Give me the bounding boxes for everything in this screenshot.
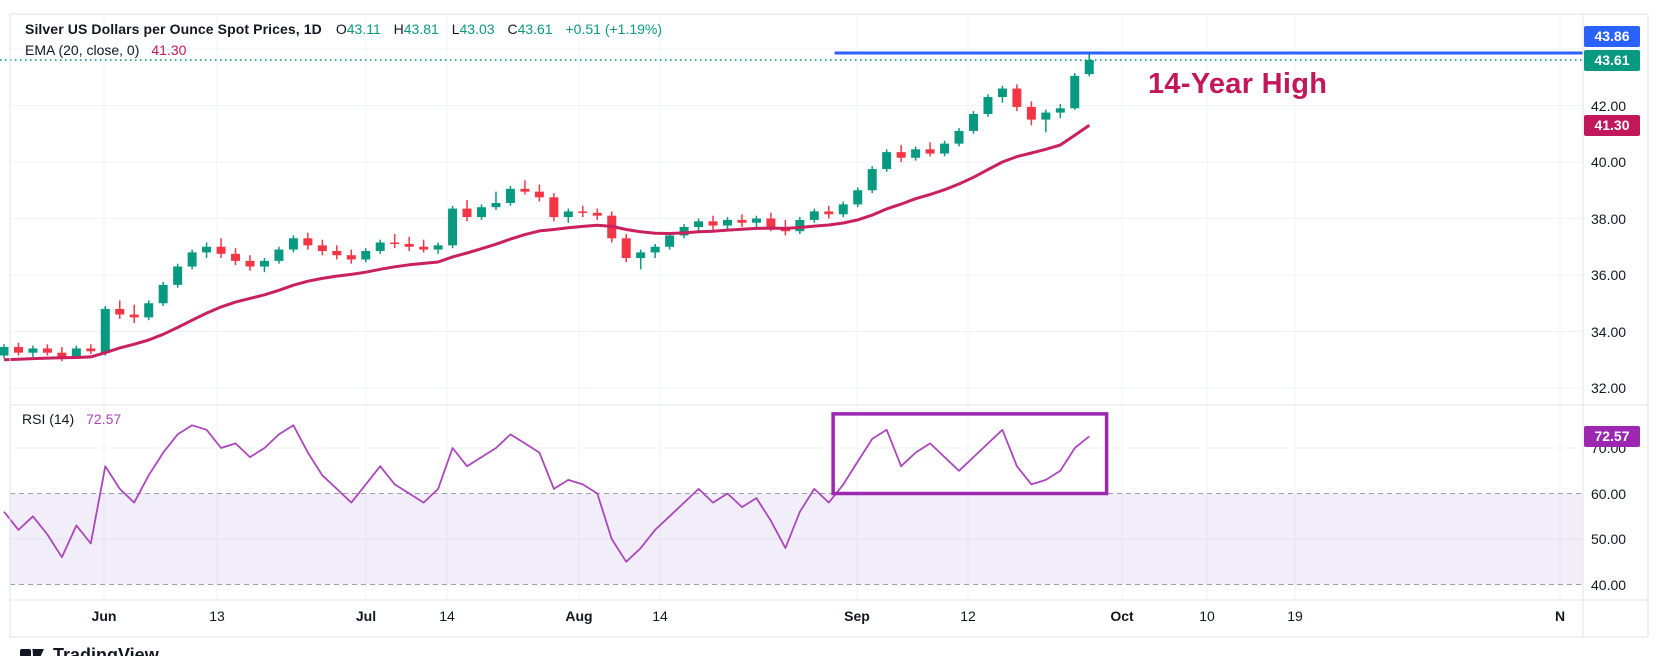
last-price-badge: 43.61 bbox=[1584, 49, 1640, 71]
symbol-title[interactable]: Silver US Dollars per Ounce Spot Prices,… bbox=[25, 21, 322, 37]
time-tick-label: Sep bbox=[844, 608, 870, 624]
time-tick-label: 12 bbox=[960, 608, 976, 624]
symbol-header-row[interactable]: Silver US Dollars per Ounce Spot Prices,… bbox=[25, 21, 662, 37]
price-tick-label: 36.00 bbox=[1591, 267, 1627, 283]
annotation-text[interactable]: 14-Year High bbox=[1148, 68, 1328, 100]
ema-indicator-name[interactable]: EMA (20, close, 0) bbox=[25, 42, 140, 58]
rsi-tick-label: 60.00 bbox=[1591, 485, 1627, 502]
low-value: 43.03 bbox=[459, 21, 495, 37]
rsi-tick-label: 50.00 bbox=[1591, 531, 1627, 547]
time-tick-label: 13 bbox=[209, 608, 225, 624]
ema-legend-row[interactable]: EMA (20, close, 0) 41.30 bbox=[25, 42, 186, 58]
time-tick-label: 14 bbox=[439, 608, 455, 624]
tradingview-logo-icon bbox=[20, 648, 44, 656]
ema-indicator-value: 41.30 bbox=[151, 42, 187, 58]
low-label: L bbox=[451, 21, 460, 37]
price-tick-label: 32.00 bbox=[1591, 380, 1627, 396]
price-tick-label: 38.00 bbox=[1591, 210, 1627, 227]
time-tick-label: 10 bbox=[1199, 608, 1215, 624]
high-value: 43.81 bbox=[403, 21, 439, 37]
time-tick-label: 14 bbox=[652, 608, 668, 624]
price-line-badge: 43.86 bbox=[1584, 26, 1640, 48]
close-label: C bbox=[507, 21, 518, 37]
time-tick-label: Oct bbox=[1110, 608, 1134, 624]
time-tick-label: Jul bbox=[355, 608, 377, 624]
time-tick-label: 19 bbox=[1287, 608, 1303, 624]
open-value: 43.11 bbox=[346, 21, 381, 37]
time-tick-label: Jun bbox=[91, 608, 117, 624]
close-value: 43.61 bbox=[517, 21, 553, 37]
tradingview-logo-text: TradingView bbox=[53, 645, 159, 656]
time-tick-label: Aug bbox=[565, 608, 593, 624]
high-label: H bbox=[393, 21, 404, 37]
tradingview-attribution[interactable]: TradingView bbox=[20, 645, 159, 656]
rsi-value-badge: 72.57 bbox=[1584, 425, 1640, 447]
rsi-indicator-name[interactable]: RSI (14) bbox=[22, 411, 75, 427]
time-tick-label: N bbox=[1554, 608, 1566, 624]
ema-value-badge: 41.30 bbox=[1584, 114, 1640, 136]
rsi-indicator-value: 72.57 bbox=[86, 411, 122, 427]
open-label: O bbox=[335, 21, 347, 37]
change-value: +0.51 (+1.19%) bbox=[565, 21, 663, 37]
rsi-legend-row[interactable]: RSI (14) 72.57 bbox=[22, 411, 121, 427]
price-tick-label: 34.00 bbox=[1591, 323, 1627, 340]
price-tick-label: 40.00 bbox=[1591, 154, 1627, 170]
ohlc-readout: O43.11 H43.81 L43.03 C43.61 +0.51 (+1.19… bbox=[336, 21, 662, 37]
rsi-tick-label: 40.00 bbox=[1591, 576, 1627, 593]
price-tick-label: 42.00 bbox=[1591, 97, 1627, 114]
